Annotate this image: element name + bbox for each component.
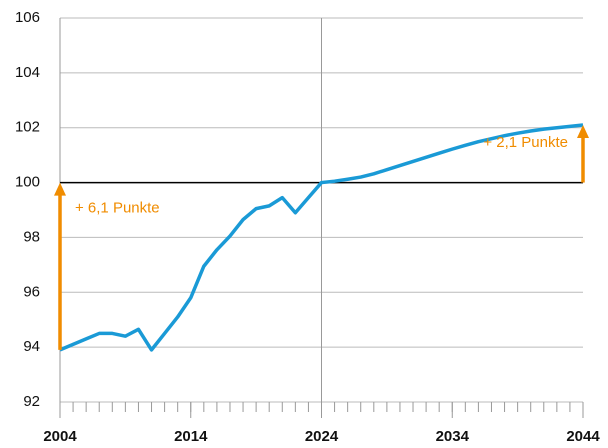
x-tick-label: 2044 bbox=[566, 428, 600, 445]
y-tick-label: 106 bbox=[15, 9, 40, 26]
x-tick-label: 2014 bbox=[174, 428, 208, 445]
y-tick-label: 98 bbox=[23, 228, 40, 245]
arrow-head bbox=[54, 182, 66, 196]
y-tick-label: 100 bbox=[15, 174, 40, 191]
y-tick-label: 104 bbox=[15, 64, 40, 81]
annotation: + 6,1 Punkte bbox=[75, 200, 160, 217]
y-tick-label: 92 bbox=[23, 393, 40, 410]
annotation: + 2,1 Punkte bbox=[483, 134, 568, 151]
data-line bbox=[59, 123, 584, 352]
y-tick-label: 94 bbox=[23, 338, 40, 355]
y-tick-label: 96 bbox=[23, 283, 40, 300]
x-tick-label: 2004 bbox=[43, 428, 77, 445]
arrow-head bbox=[577, 124, 589, 138]
x-tick-label: 2034 bbox=[436, 428, 470, 445]
y-tick-label: 102 bbox=[15, 119, 40, 136]
x-tick-label: 2024 bbox=[305, 428, 339, 445]
